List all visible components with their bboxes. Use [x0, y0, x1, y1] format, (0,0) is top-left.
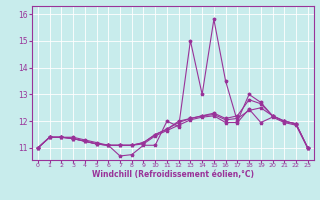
X-axis label: Windchill (Refroidissement éolien,°C): Windchill (Refroidissement éolien,°C): [92, 170, 254, 179]
